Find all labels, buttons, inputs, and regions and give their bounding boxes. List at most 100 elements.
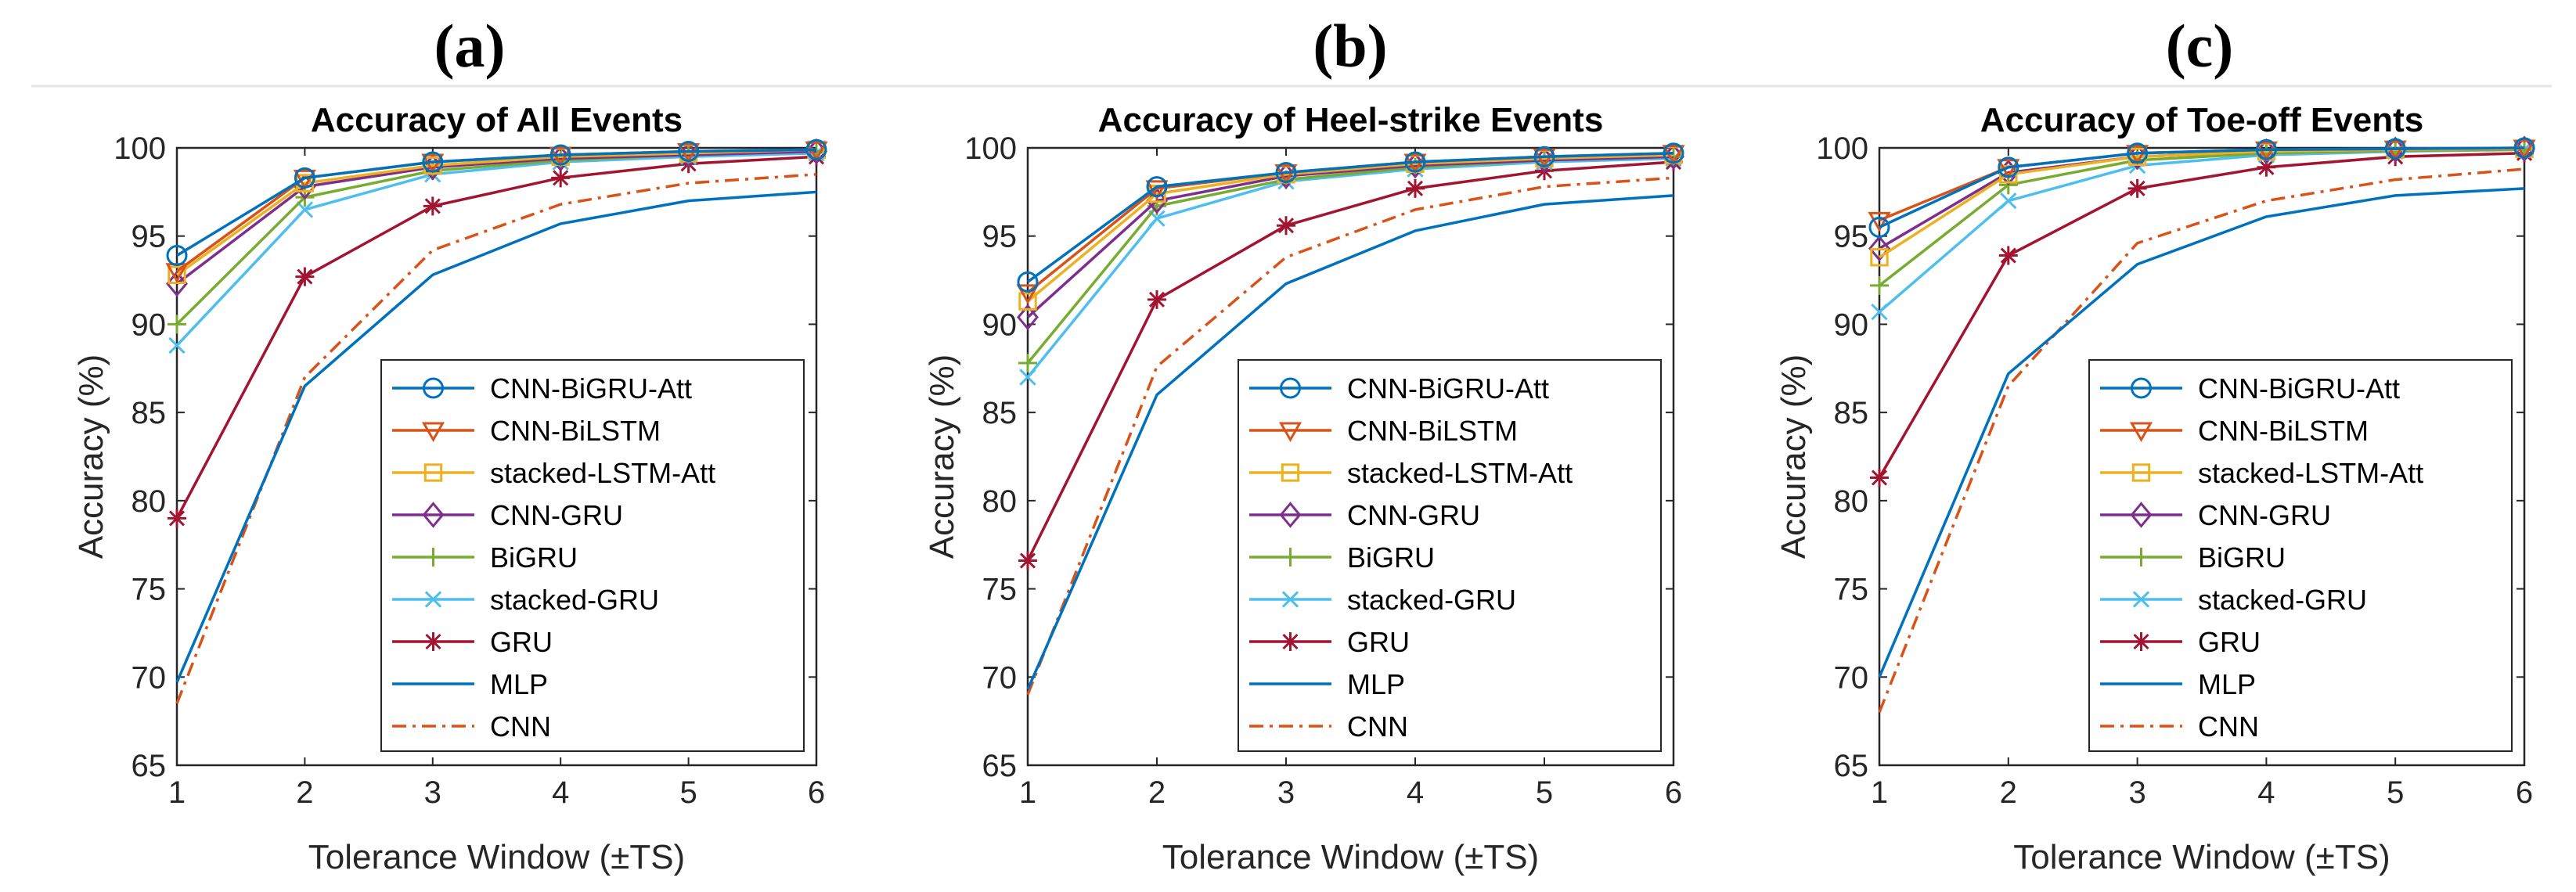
y-tick-label: 85 <box>982 396 1018 430</box>
x-axis-label: Tolerance Window (±TS) <box>2013 838 2390 876</box>
data-point-CNN-BiGRU-Att <box>1275 162 1297 184</box>
data-point-GRU <box>1277 216 1295 236</box>
y-tick-label: 75 <box>132 573 167 607</box>
y-tick-label: 100 <box>1816 131 1868 166</box>
y-tick-label: 65 <box>1834 749 1869 783</box>
legend-label: CNN-GRU <box>490 499 623 531</box>
legend-label: stacked-LSTM-Att <box>490 457 715 489</box>
y-axis-label: Accuracy (%) <box>72 354 110 559</box>
legend-label: GRU <box>1347 626 1410 658</box>
data-point-CNN-BiGRU-Att <box>1404 151 1426 173</box>
data-point-GRU <box>1018 551 1037 570</box>
legend-label: CNN <box>1347 710 1408 743</box>
data-point-GRU <box>1870 468 1889 487</box>
series-group <box>165 138 828 704</box>
data-point-stacked-GRU <box>168 336 186 354</box>
data-point-CNN-BiGRU-Att <box>805 138 827 160</box>
legend-label: CNN <box>490 710 551 743</box>
legend-label: CNN-BiLSTM <box>1347 415 1518 447</box>
data-point-CNN-BiLSTM <box>1016 284 1039 304</box>
y-tick-label: 80 <box>132 484 167 519</box>
legend: CNN-BiGRU-Att CNN-BiLSTM stacked-LSTM-Att C… <box>1238 359 1662 752</box>
legend-marker <box>2130 502 2153 528</box>
legend-marker <box>2129 422 2153 443</box>
legend-label: CNN-BiGRU-Att <box>490 372 692 405</box>
data-point-CNN-GRU <box>1017 304 1039 331</box>
plot-title: Accuracy of Heel-strike Events <box>1098 101 1604 139</box>
legend-label: stacked-LSTM-Att <box>2198 457 2423 489</box>
data-point-CNN-GRU <box>1868 235 1890 262</box>
series-line-GRU <box>1026 160 1674 562</box>
series-line-CNN <box>1026 176 1674 696</box>
data-point-CNN-BiGRU-Att <box>1868 216 1890 238</box>
series-line-CNN-BiGRU-Att <box>1879 146 2525 229</box>
y-tick-label: 95 <box>132 220 167 254</box>
x-tick-label: 4 <box>2257 775 2275 810</box>
data-point-CNN-BiGRU-Att <box>2255 138 2277 160</box>
data-point-CNN-BiGRU-Att <box>1998 156 2019 178</box>
x-tick-label: 2 <box>1148 775 1166 810</box>
y-tick-label: 80 <box>1834 484 1869 519</box>
x-tick-label: 2 <box>296 775 313 810</box>
data-point-stacked-GRU <box>1871 303 1888 321</box>
data-point-CNN-BiGRU-Att <box>1533 146 1555 167</box>
data-point-stacked-LSTM-Att <box>1018 292 1037 311</box>
legend-marker <box>423 548 443 566</box>
legend-label: CNN-GRU <box>1347 499 1480 531</box>
legend-marker <box>1280 377 1301 399</box>
legend-label: CNN-BiLSTM <box>490 415 661 447</box>
y-tick-label: 65 <box>132 749 167 783</box>
legend-marker <box>1281 591 1299 608</box>
data-point-CNN-BiGRU-Att <box>1663 142 1684 164</box>
legend-marker <box>2131 463 2151 482</box>
legend-marker <box>2132 591 2150 608</box>
legend-marker <box>1278 422 1302 443</box>
legend-box <box>1238 359 1662 752</box>
series-line-CNN-BiGRU-Att <box>1026 152 1674 283</box>
data-point-CNN-BiLSTM <box>1868 211 1891 232</box>
series-line-MLP <box>175 190 817 683</box>
chart-panel-3: (c)Accuracy of Toe-off Events65707580859… <box>1774 12 2536 876</box>
legend-label: stacked-GRU <box>2198 584 2367 616</box>
x-tick-label: 6 <box>2516 775 2533 810</box>
legend-marker <box>421 422 445 443</box>
legend-label: GRU <box>490 626 553 658</box>
y-tick-label: 70 <box>1834 660 1869 695</box>
plot-title: Accuracy of All Events <box>311 101 683 139</box>
series-line-MLP <box>1026 194 1674 690</box>
data-point-GRU <box>2257 157 2276 177</box>
legend-marker <box>1281 632 1300 651</box>
x-tick-label: 6 <box>1665 775 1682 810</box>
x-tick-label: 5 <box>1536 775 1553 810</box>
x-tick-label: 1 <box>1871 775 1888 810</box>
legend-marker <box>423 463 443 482</box>
plot-title: Accuracy of Toe-off Events <box>1980 101 2423 139</box>
data-point-GRU <box>1998 246 2018 265</box>
y-tick-label: 95 <box>1834 220 1869 254</box>
data-point-GRU <box>1406 178 1425 198</box>
legend-label: BiGRU <box>2198 541 2286 574</box>
series-line-stacked-GRU <box>1026 156 1674 379</box>
data-point-CNN-BiGRU-Att <box>422 151 444 173</box>
legend-label: MLP <box>490 668 548 700</box>
series-line-MLP <box>1878 187 2525 678</box>
data-point-CNN-BiGRU-Att <box>1017 271 1039 293</box>
x-tick-label: 3 <box>2128 775 2145 810</box>
legend-marker <box>424 591 442 608</box>
chart-panels: (a)Accuracy of All Events657075808590951… <box>72 12 2536 876</box>
x-tick-label: 6 <box>808 775 825 810</box>
legend-marker <box>2131 548 2151 566</box>
series-group <box>1016 142 1685 696</box>
data-point-GRU <box>2127 178 2147 198</box>
legend-label: MLP <box>1347 668 1405 700</box>
legend-marker <box>2131 632 2151 651</box>
x-axis-label: Tolerance Window (±TS) <box>308 838 685 876</box>
y-tick-label: 75 <box>982 573 1018 607</box>
data-point-CNN-BiGRU-Att <box>2127 142 2149 164</box>
legend-label: CNN-BiGRU-Att <box>2198 372 2400 405</box>
data-point-CNN-BiGRU-Att <box>678 141 700 163</box>
data-point-GRU <box>423 196 442 216</box>
legend-marker <box>1279 502 1302 528</box>
series-group <box>1868 135 2536 714</box>
